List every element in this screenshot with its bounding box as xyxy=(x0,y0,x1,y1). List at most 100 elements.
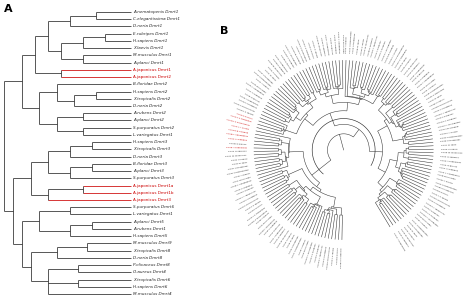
Text: SOX13 A.japonicus: SOX13 A.japonicus xyxy=(425,202,445,215)
Text: SOX2 G.gallus: SOX2 G.gallus xyxy=(440,164,456,167)
Text: SOXC B.floridae: SOXC B.floridae xyxy=(258,215,273,229)
Text: SOX4 H.sapiens: SOX4 H.sapiens xyxy=(440,156,459,158)
Text: SOX7 M.musculus: SOX7 M.musculus xyxy=(404,58,419,75)
Text: SOX4 A.planci: SOX4 A.planci xyxy=(255,78,268,90)
Text: SOX8 L.variegatus: SOX8 L.variegatus xyxy=(231,180,252,188)
Text: SOX17 L.variegatus: SOX17 L.variegatus xyxy=(284,45,297,66)
Text: SOX10 X.laevis: SOX10 X.laevis xyxy=(311,39,317,57)
Text: SOX9 S.purpuratus: SOX9 S.purpuratus xyxy=(440,135,463,139)
Text: SOX14 H.sapiens: SOX14 H.sapiens xyxy=(323,246,328,266)
Text: D.neria Dmrt3: D.neria Dmrt3 xyxy=(134,154,163,159)
Text: A.planci Dmrt1: A.planci Dmrt1 xyxy=(134,61,164,64)
Text: SOX14 A.planci: SOX14 A.planci xyxy=(294,45,303,62)
Text: SOX2 H.sapiens: SOX2 H.sapiens xyxy=(397,231,408,247)
Text: O.aureus Dmrt4: O.aureus Dmrt4 xyxy=(134,270,166,274)
Text: SOXF G.gallus: SOXF G.gallus xyxy=(269,223,281,237)
Text: SOX8 X.tropicalis: SOX8 X.tropicalis xyxy=(440,139,461,142)
Text: D.neria Dmrt8: D.neria Dmrt8 xyxy=(134,256,163,260)
Text: SOXD L.variegatus: SOXD L.variegatus xyxy=(259,218,275,235)
Text: SOX9 B.floridae: SOX9 B.floridae xyxy=(302,241,310,258)
Text: A.planci Dmrt2: A.planci Dmrt2 xyxy=(134,118,164,122)
Text: SOX12 H.sapiens: SOX12 H.sapiens xyxy=(239,194,257,204)
Text: M.musculus Dmrt4: M.musculus Dmrt4 xyxy=(134,292,172,296)
Text: SOX5 D.rerio: SOX5 D.rerio xyxy=(288,234,296,248)
Text: SOX5 A.japonicus: SOX5 A.japonicus xyxy=(410,64,425,80)
Text: SOX4 X.laevis: SOX4 X.laevis xyxy=(283,232,293,247)
Text: SOXF X.tropicalis: SOXF X.tropicalis xyxy=(353,33,356,53)
Text: SOX2 X.tropicalis: SOX2 X.tropicalis xyxy=(257,69,273,84)
Text: SOX5 C.elegans: SOX5 C.elegans xyxy=(333,34,336,53)
Text: SOX13 B.floridae: SOX13 B.floridae xyxy=(385,44,395,63)
Text: SOXC D.rerio: SOXC D.rerio xyxy=(428,95,442,103)
Text: SOX4 X.tropicalis: SOX4 X.tropicalis xyxy=(228,166,248,170)
Text: SOXB H.sapiens: SOXB H.sapiens xyxy=(368,38,374,56)
Text: SOX11 A.japonicus: SOX11 A.japonicus xyxy=(235,190,256,201)
Text: M.musculus Dmrt1: M.musculus Dmrt1 xyxy=(134,53,172,57)
Text: SOX10 H.sapiens: SOX10 H.sapiens xyxy=(237,99,256,109)
Text: SOXB X.tropicalis: SOXB X.tropicalis xyxy=(434,185,453,194)
Text: A.nematopenis Dmrt1: A.nematopenis Dmrt1 xyxy=(134,10,179,14)
Text: SOX7 S.purpuratus: SOX7 S.purpuratus xyxy=(411,219,428,236)
Text: SOX7 B.floridae: SOX7 B.floridae xyxy=(232,177,251,183)
Text: S.purpuratus Dmrt2: S.purpuratus Dmrt2 xyxy=(134,126,174,130)
Text: SOX17 H.sapiens: SOX17 H.sapiens xyxy=(433,105,452,113)
Text: SOX6 X.tropicalis: SOX6 X.tropicalis xyxy=(408,222,423,238)
Text: H.sapiens Dmrt3: H.sapiens Dmrt3 xyxy=(134,140,168,144)
Text: SOX3 M.musculus: SOX3 M.musculus xyxy=(400,229,413,247)
Text: SOX1 M.musculus: SOX1 M.musculus xyxy=(225,155,247,157)
Text: SOXC A.japonicus: SOXC A.japonicus xyxy=(274,54,287,72)
Text: SOXF H.sapiens: SOXF H.sapiens xyxy=(228,151,246,152)
Text: X.laevis Dmrt1: X.laevis Dmrt1 xyxy=(134,46,164,50)
Text: H.sapiens Dmrt5: H.sapiens Dmrt5 xyxy=(134,234,168,238)
Text: SOX4 X.laevis: SOX4 X.laevis xyxy=(402,226,413,240)
Text: L.variegatus Dmrt1: L.variegatus Dmrt1 xyxy=(134,133,173,137)
Text: SOX11 B.floridae: SOX11 B.floridae xyxy=(439,126,459,131)
Text: SOX2 A.planci: SOX2 A.planci xyxy=(346,36,347,53)
Text: SOX17 A.planci: SOX17 A.planci xyxy=(231,125,249,130)
Text: SOX10 L.variegatus: SOX10 L.variegatus xyxy=(304,242,313,264)
Text: S.purpuratus Dmrt3: S.purpuratus Dmrt3 xyxy=(134,176,174,180)
Text: SOX8 X.laevis: SOX8 X.laevis xyxy=(401,58,412,73)
Text: A.planci Dmrt5: A.planci Dmrt5 xyxy=(134,220,164,224)
Text: SOX5 M.musculus: SOX5 M.musculus xyxy=(441,152,462,154)
Text: SOX10 X.tropicalis: SOX10 X.tropicalis xyxy=(395,49,408,68)
Text: SOX12 X.laevis: SOX12 X.laevis xyxy=(236,108,253,116)
Text: SOXE S.purpuratus: SOXE S.purpuratus xyxy=(424,83,444,97)
Text: SOX13 A.japonicus: SOX13 A.japonicus xyxy=(318,245,324,267)
Text: SOX9 B.floridae: SOX9 B.floridae xyxy=(416,214,431,227)
Text: SOXE A.japonicus: SOXE A.japonicus xyxy=(226,147,246,148)
Text: SOX7 C.elegans: SOX7 C.elegans xyxy=(245,88,262,99)
Text: D.neria Dmrt1: D.neria Dmrt1 xyxy=(134,25,163,28)
Text: SOX9 C.elegans: SOX9 C.elegans xyxy=(235,184,253,191)
Text: SOX13 S.purpuratus: SOX13 S.purpuratus xyxy=(296,38,307,61)
Text: B.floridae Dmrt3: B.floridae Dmrt3 xyxy=(134,162,168,166)
Text: P.olivaceus Dmrt8: P.olivaceus Dmrt8 xyxy=(134,263,170,267)
Text: A.japonicus Dmrt2: A.japonicus Dmrt2 xyxy=(134,75,172,79)
Text: SOXB A.planci: SOXB A.planci xyxy=(257,213,270,224)
Text: H.sapiens Dmrt1: H.sapiens Dmrt1 xyxy=(134,39,168,43)
Text: SOX7 A.japonicus: SOX7 A.japonicus xyxy=(324,34,328,54)
Text: SOX1 A.japonicus: SOX1 A.japonicus xyxy=(393,233,405,251)
Text: X.tropicalis Dmrt3: X.tropicalis Dmrt3 xyxy=(134,147,171,152)
Text: SOX15 M.musculus: SOX15 M.musculus xyxy=(429,195,450,207)
Text: SOX10 G.gallus: SOX10 G.gallus xyxy=(237,187,255,195)
Text: SOXD A.planci: SOXD A.planci xyxy=(436,178,453,184)
Text: A.japonicus Dmrt1: A.japonicus Dmrt1 xyxy=(134,68,171,72)
Text: SOX15 D.rerio: SOX15 D.rerio xyxy=(249,204,264,214)
Text: SOXE C.elegans: SOXE C.elegans xyxy=(264,221,278,236)
Text: SOXC C.elegans: SOXC C.elegans xyxy=(228,138,247,141)
Text: SOXE B.floridae: SOXE B.floridae xyxy=(438,175,456,180)
Text: SOXC M.musculus: SOXC M.musculus xyxy=(364,34,370,55)
Text: H.sapiens Dmrt2: H.sapiens Dmrt2 xyxy=(134,89,168,94)
Text: SOX7 D.rerio: SOX7 D.rerio xyxy=(441,144,456,146)
Text: SOX15 A.japonicus: SOX15 A.japonicus xyxy=(435,108,456,117)
Text: A.rubens Dmrt2: A.rubens Dmrt2 xyxy=(134,111,166,115)
Text: SOX6 G.gallus: SOX6 G.gallus xyxy=(328,37,332,54)
Text: SOX13 M.musculus: SOX13 M.musculus xyxy=(239,197,259,209)
Text: SOX13 C.elegans: SOX13 C.elegans xyxy=(437,117,457,124)
Text: SOX2 X.laevis: SOX2 X.laevis xyxy=(230,158,247,161)
Text: SOX18 M.musculus: SOX18 M.musculus xyxy=(432,99,453,110)
Text: SOX11 C.elegans: SOX11 C.elegans xyxy=(310,243,317,263)
Text: SOX13 D.rerio: SOX13 D.rerio xyxy=(236,112,252,119)
Text: A.rubens Dmrt1: A.rubens Dmrt1 xyxy=(134,227,166,231)
